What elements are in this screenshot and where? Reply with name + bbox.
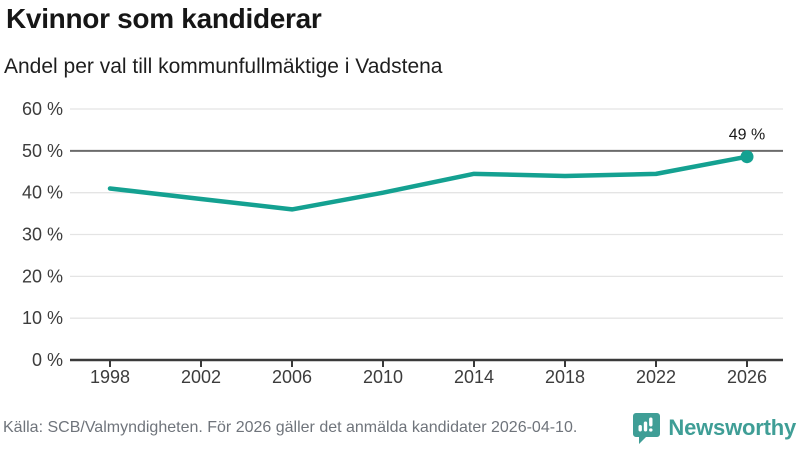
y-tick-label: 60 % xyxy=(22,99,63,119)
y-tick-label: 40 % xyxy=(22,183,63,203)
end-point-label: 49 % xyxy=(729,127,765,144)
y-tick-label: 10 % xyxy=(22,308,63,328)
x-tick-label: 2006 xyxy=(272,367,312,387)
y-tick-label: 30 % xyxy=(22,225,63,245)
y-tick-label: 0 % xyxy=(32,350,63,370)
chart-subtitle: Andel per val till kommunfullmäktige i V… xyxy=(4,55,443,78)
newsworthy-wordmark: Newsworthy xyxy=(668,415,796,440)
footer: Källa: SCB/Valmyndigheten. För 2026 gäll… xyxy=(3,411,796,445)
x-tick-label: 1998 xyxy=(90,367,130,387)
x-tick-label: 2002 xyxy=(181,367,221,387)
newsworthy-logo[interactable]: Newsworthy xyxy=(633,412,796,444)
x-tick-label: 2018 xyxy=(545,367,585,387)
x-tick-label: 2010 xyxy=(363,367,403,387)
y-tick-label: 50 % xyxy=(22,141,63,161)
series-line xyxy=(107,154,750,212)
newsworthy-bars-icon xyxy=(633,412,661,444)
x-tick-label: 2014 xyxy=(454,367,494,387)
x-tick-label: 2026 xyxy=(727,367,767,387)
chart-title: Kvinnor som kandiderar xyxy=(6,3,322,34)
end-point-dot xyxy=(740,150,754,164)
x-tick-label: 2022 xyxy=(636,367,676,387)
source-note: Källa: SCB/Valmyndigheten. För 2026 gäll… xyxy=(3,419,578,436)
y-tick-label: 20 % xyxy=(22,266,63,286)
